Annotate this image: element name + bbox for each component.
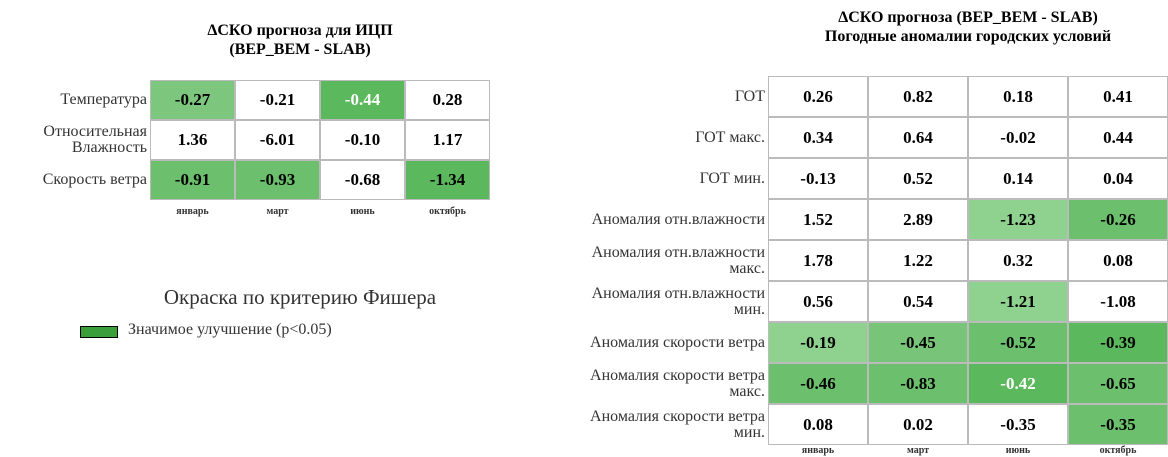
- heat-cell: 0.34: [768, 117, 868, 158]
- heat-cell: 0.08: [768, 404, 868, 445]
- row-label: Аномалия отн.влажности: [505, 199, 765, 240]
- heat-cell: 1.17: [405, 120, 490, 160]
- heat-cell: -0.45: [868, 322, 968, 363]
- row-label-line: макс.: [729, 259, 765, 277]
- row-label: Скорость ветра: [0, 160, 147, 200]
- column-label: январь: [176, 206, 209, 217]
- heat-cell: -0.42: [968, 363, 1068, 404]
- row-label-line: ГОТ мин.: [699, 169, 765, 187]
- heat-cell: 0.56: [768, 281, 868, 322]
- row-label-line: Аномалия скорости ветра: [590, 407, 765, 425]
- row-label: ГОТ макс.: [505, 117, 765, 158]
- heat-cell: -0.35: [968, 404, 1068, 445]
- row-label-line: Температура: [60, 91, 147, 108]
- row-label-line: ГОТ: [734, 87, 765, 105]
- table-title: ΔСКО прогноза (BEP_BEM - SLAB): [838, 9, 1098, 26]
- heat-cell: -1.21: [968, 281, 1068, 322]
- legend-title: Окраска по критерию Фишера: [163, 285, 437, 309]
- heat-cell: -6.01: [235, 120, 320, 160]
- heat-cell: -0.21: [235, 80, 320, 120]
- heat-cell: 0.82: [868, 76, 968, 117]
- row-label-line: Аномалия отн.влажности: [591, 210, 765, 228]
- legend-swatch: [80, 326, 118, 338]
- heat-cell: 0.04: [1068, 158, 1168, 199]
- heat-cell: -1.34: [405, 160, 490, 200]
- heat-cell: -0.19: [768, 322, 868, 363]
- heat-cell: 1.78: [768, 240, 868, 281]
- heat-cell: -1.08: [1068, 281, 1168, 322]
- heat-cell: -0.46: [768, 363, 868, 404]
- column-label: октябрь: [1099, 445, 1137, 456]
- heat-cell: -0.68: [320, 160, 405, 200]
- column-label: октябрь: [429, 206, 466, 217]
- table-title: ΔСКО прогноза для ИЦП: [207, 22, 393, 39]
- column-label: март: [266, 206, 289, 217]
- heat-cell: 2.89: [868, 199, 968, 240]
- heat-cell: 0.02: [868, 404, 968, 445]
- table-title: (BEP_BEM - SLAB): [229, 41, 371, 58]
- row-label-line: мин.: [733, 300, 765, 318]
- heat-cell: -0.93: [235, 160, 320, 200]
- row-label-line: Скорость ветра: [42, 171, 147, 188]
- heat-cell: 0.18: [968, 76, 1068, 117]
- column-label: март: [906, 445, 930, 456]
- legend-label: Значимое улучшение (p<0.05): [128, 321, 332, 338]
- heat-cell: -0.83: [868, 363, 968, 404]
- row-label-line: макс.: [729, 382, 765, 400]
- heat-cell: 0.26: [768, 76, 868, 117]
- table-title: Погодные аномалии городских условий: [824, 28, 1112, 45]
- heat-cell: 0.14: [968, 158, 1068, 199]
- row-label-line: Аномалия отн.влажности: [591, 284, 765, 302]
- row-label: Аномалия скорости ветра макс.: [505, 363, 765, 404]
- heat-cell: 0.08: [1068, 240, 1168, 281]
- heat-cell: -0.44: [320, 80, 405, 120]
- row-label: Аномалия отн.влажности мин.: [505, 281, 765, 322]
- column-label: июнь: [350, 206, 375, 217]
- heat-cell: -0.26: [1068, 199, 1168, 240]
- row-label-line: ГОТ макс.: [695, 128, 765, 146]
- row-label-line: Аномалия скорости ветра: [590, 366, 765, 384]
- row-label: ГОТ: [505, 76, 765, 117]
- heat-cell: 0.32: [968, 240, 1068, 281]
- column-label: июнь: [1005, 445, 1031, 456]
- heat-cell: -0.65: [1068, 363, 1168, 404]
- row-label: Температура: [0, 80, 147, 120]
- heat-cell: -0.39: [1068, 322, 1168, 363]
- heat-cell: -0.02: [968, 117, 1068, 158]
- heat-cell: 0.28: [405, 80, 490, 120]
- heat-cell: 0.41: [1068, 76, 1168, 117]
- heat-cell: -0.52: [968, 322, 1068, 363]
- heat-cell: -0.27: [150, 80, 235, 120]
- row-label-line: мин.: [733, 423, 765, 441]
- row-label-line: Аномалия отн.влажности: [591, 243, 765, 261]
- heat-cell: -1.23: [968, 199, 1068, 240]
- row-label: ГОТ мин.: [505, 158, 765, 199]
- heat-cell: 0.54: [868, 281, 968, 322]
- row-label: Относительная Влажность: [0, 120, 147, 160]
- heat-cell: -0.35: [1068, 404, 1168, 445]
- row-label-line: Влажность: [71, 139, 147, 156]
- row-label: Аномалия скорости ветра: [505, 322, 765, 363]
- row-label: Аномалия скорости ветра мин.: [505, 404, 765, 445]
- heat-cell: 1.22: [868, 240, 968, 281]
- row-label-line: Относительная: [43, 123, 147, 140]
- heat-cell: -0.13: [768, 158, 868, 199]
- row-label-line: Аномалия скорости ветра: [590, 333, 765, 351]
- heat-cell: 0.52: [868, 158, 968, 199]
- heat-cell: -0.91: [150, 160, 235, 200]
- heat-cell: 1.36: [150, 120, 235, 160]
- heat-cell: -0.10: [320, 120, 405, 160]
- row-label: Аномалия отн.влажности макс.: [505, 240, 765, 281]
- heat-cell: 0.44: [1068, 117, 1168, 158]
- column-label: январь: [801, 445, 835, 456]
- heat-cell: 0.64: [868, 117, 968, 158]
- heat-cell: 1.52: [768, 199, 868, 240]
